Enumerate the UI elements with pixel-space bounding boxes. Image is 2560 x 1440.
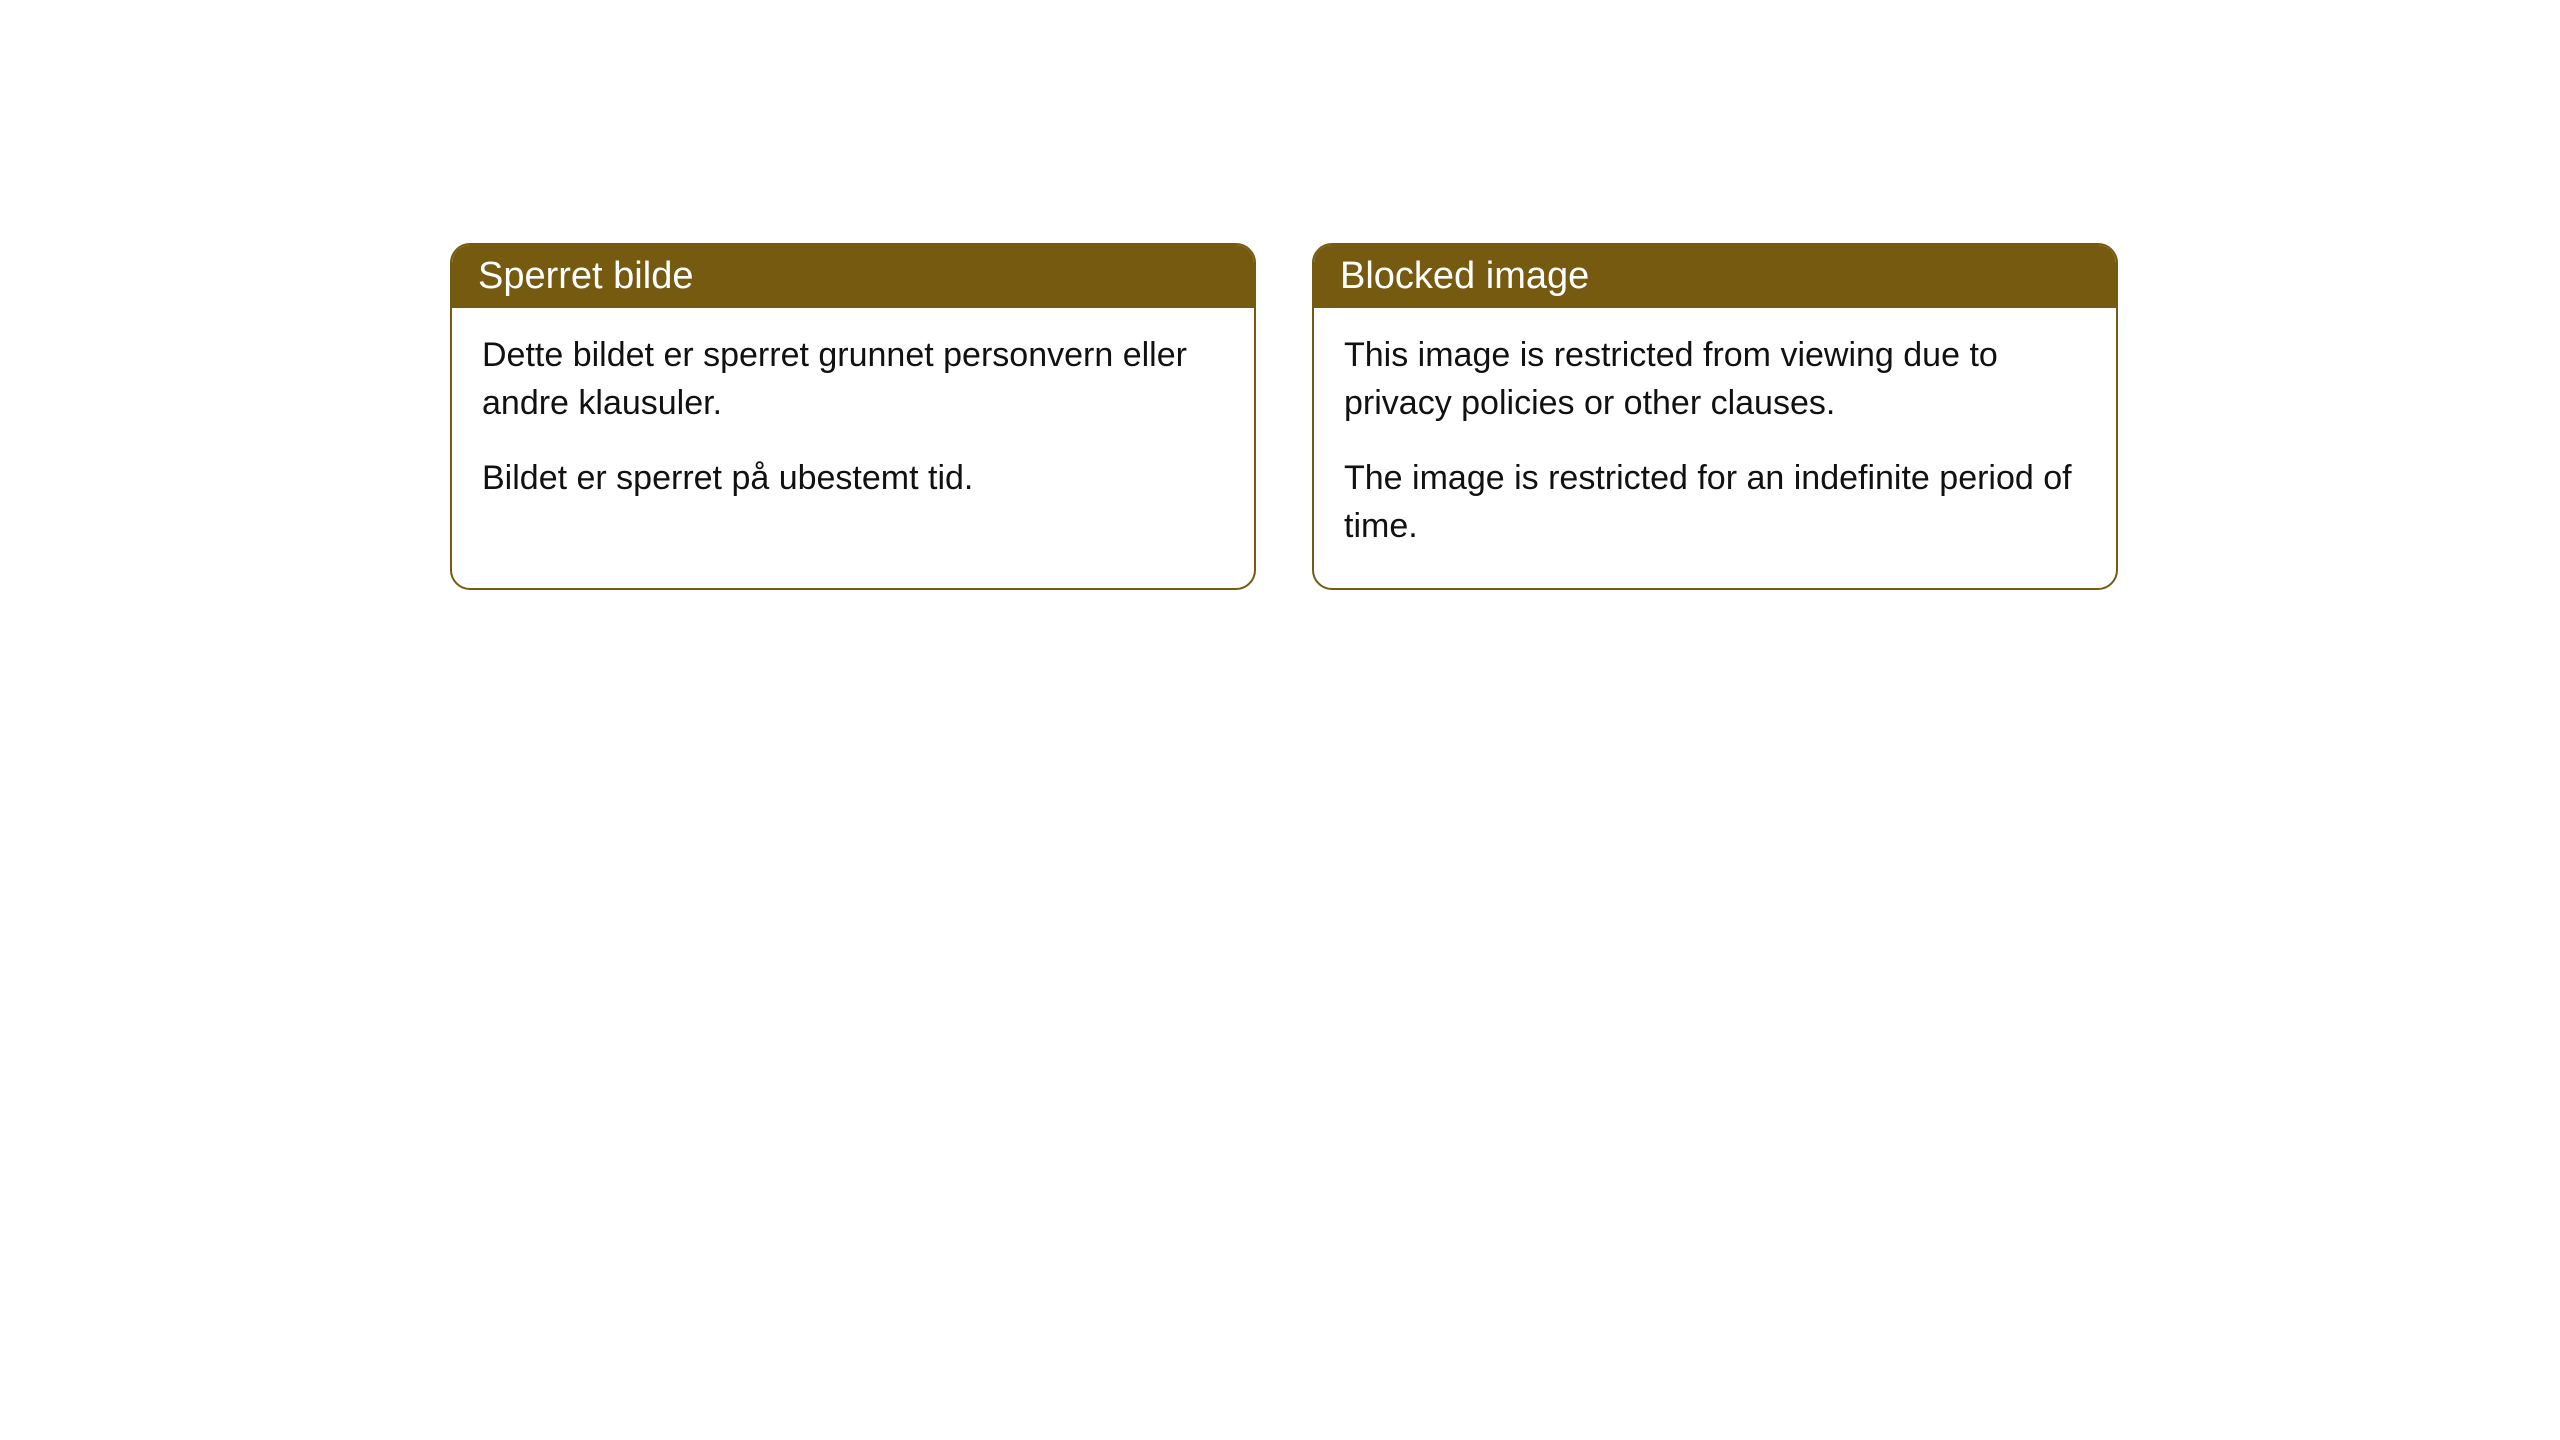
card-paragraph: This image is restricted from viewing du… [1344,332,2086,427]
blocked-image-card-english: Blocked image This image is restricted f… [1312,243,2118,590]
card-body: This image is restricted from viewing du… [1314,308,2116,588]
card-paragraph: Dette bildet er sperret grunnet personve… [482,332,1224,427]
card-paragraph: The image is restricted for an indefinit… [1344,455,2086,550]
card-body: Dette bildet er sperret grunnet personve… [452,308,1254,541]
card-paragraph: Bildet er sperret på ubestemt tid. [482,455,1224,503]
cards-container: Sperret bilde Dette bildet er sperret gr… [450,243,2118,590]
card-title: Blocked image [1314,245,2116,308]
blocked-image-card-norwegian: Sperret bilde Dette bildet er sperret gr… [450,243,1256,590]
card-title: Sperret bilde [452,245,1254,308]
